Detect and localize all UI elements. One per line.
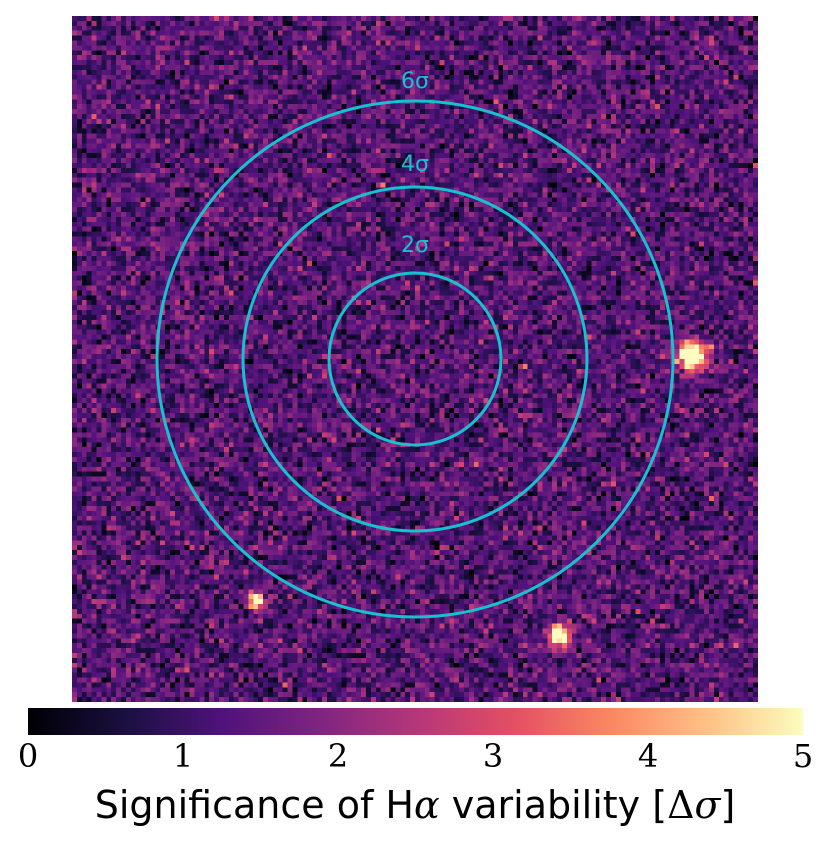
colorbar-tick-5: 5: [792, 737, 814, 775]
colorbar-tick-4: 4: [637, 737, 659, 775]
colorbar-label-prefix: Significance of H: [94, 783, 414, 827]
colorbar-tick-0: 0: [17, 737, 39, 775]
contour-6sigma: [155, 99, 675, 619]
contour-overlay: 6σ 4σ 2σ: [155, 69, 675, 619]
contour-label-2sigma: 2σ: [401, 233, 429, 258]
colorbar: [28, 708, 803, 735]
colorbar-label-suffix: ]: [720, 783, 736, 827]
colorbar-tick-3: 3: [482, 737, 504, 775]
contour-4sigma: [241, 185, 589, 533]
colorbar-label-sigma: σ: [694, 783, 721, 827]
colorbar-tick-1: 1: [172, 737, 194, 775]
colorbar-label-alpha: α: [413, 783, 440, 827]
colorbar-label-middle: variability [: [439, 783, 668, 827]
contour-2sigma: [327, 271, 503, 447]
contour-label-4sigma: 4σ: [401, 152, 429, 177]
contour-label-6sigma: 6σ: [401, 69, 429, 94]
colorbar-label-delta: Δ: [667, 783, 695, 827]
colorbar-label: Significance of Hα variability [Δσ]: [0, 783, 830, 827]
colorbar-tick-2: 2: [327, 737, 349, 775]
significance-map: [72, 16, 758, 702]
